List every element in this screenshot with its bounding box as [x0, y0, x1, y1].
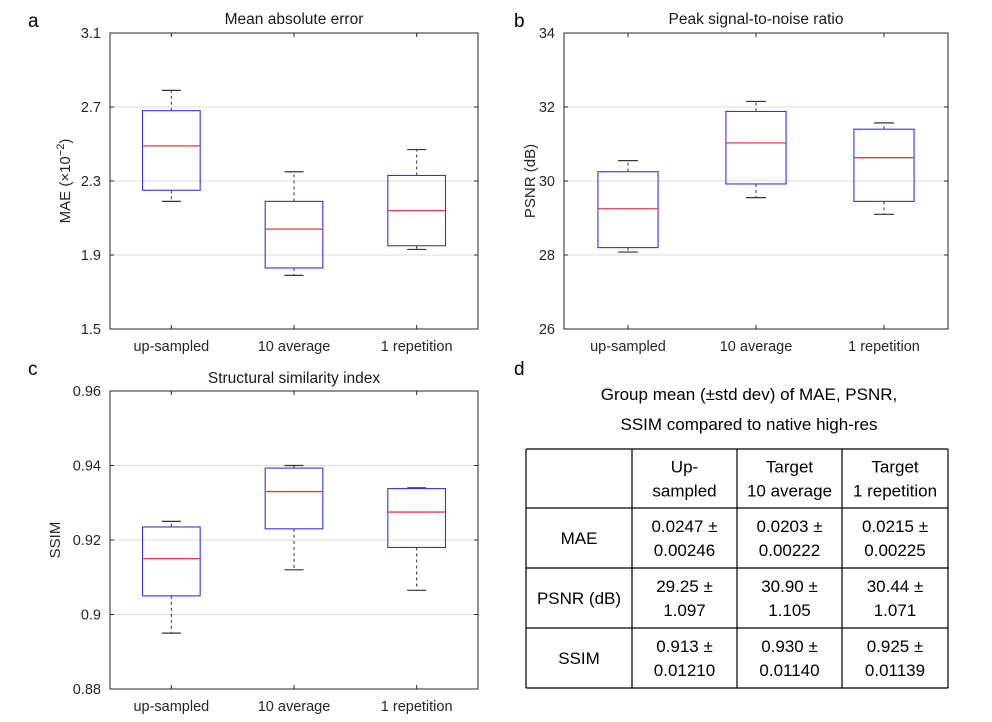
y-tick-label: 3.1	[81, 26, 101, 42]
table-cell: 0.00222	[759, 541, 820, 560]
table-cell: 1.071	[874, 601, 917, 620]
table-header-cell: sampled	[652, 482, 716, 501]
table-cell: 30.44 ±	[867, 577, 924, 596]
x-tick-label: 1 repetition	[848, 339, 920, 355]
table-cell: 30.90 ±	[761, 577, 818, 596]
y-tick-label: 32	[539, 100, 555, 116]
box-up-sampled	[597, 160, 659, 253]
y-tick-label: 2.3	[81, 174, 101, 190]
x-tick-label: 10 average	[258, 699, 331, 715]
table-cells: Up-sampled Target 10 average Target 1 repeti…	[537, 458, 937, 681]
box-10-average	[264, 171, 324, 276]
iqr-box	[141, 110, 201, 191]
iqr-box	[264, 467, 324, 530]
y-tick-label: 0.9	[81, 608, 101, 624]
table-header-cell: 1 repetition	[853, 482, 937, 501]
y-tick-label: 28	[539, 248, 555, 264]
table-caption-line-1: Group mean (±std dev) of MAE, PSNR,	[601, 385, 898, 404]
x-tick-label: 10 average	[720, 339, 793, 355]
y-axis-label: MAE (×10−2)	[55, 139, 74, 224]
y-tick-label: 0.96	[73, 384, 101, 400]
x-tick-label: 1 repetition	[381, 699, 453, 715]
table-row-label: SSIM	[558, 649, 600, 668]
y-tick-label: 26	[539, 322, 555, 338]
y-tick-label: 2.7	[81, 100, 101, 116]
x-tick-label: up-sampled	[133, 339, 209, 355]
x-tick-label: up-sampled	[590, 339, 666, 355]
box-1-repetition	[387, 487, 447, 591]
table-cell: 1.105	[768, 601, 811, 620]
iqr-box	[853, 128, 915, 202]
chart-title: Mean absolute error	[225, 11, 364, 28]
table-cell: 0.913 ±	[656, 637, 713, 656]
x-tick-label: 10 average	[258, 339, 331, 355]
panel-letter-b: b	[514, 11, 525, 32]
table-cell: 0.0215 ±	[862, 517, 928, 536]
y-tick-label: 0.92	[73, 533, 101, 549]
table-row-label: PSNR (dB)	[537, 589, 621, 608]
iqr-box	[387, 488, 447, 549]
box-up-sampled	[141, 520, 201, 634]
table-cell: 0.00225	[864, 541, 925, 560]
table-header-cell: 10 average	[747, 482, 832, 501]
iqr-box	[141, 526, 201, 597]
table-header-cell: Target	[766, 458, 814, 477]
table-cell: 0.01210	[654, 661, 715, 680]
ssim-boxplot: 0.88 0.9 0.92 0.94 0.96 up-sampled 10 average 1…	[47, 370, 479, 715]
x-tick-label: 1 repetition	[381, 339, 453, 355]
y-tick-label: 0.88	[73, 682, 101, 698]
table-cell: 0.0247 ±	[651, 517, 717, 536]
y-tick-label: 34	[539, 26, 555, 42]
y-axis-label: PSNR (dB)	[522, 144, 539, 218]
panel-letter-c: c	[28, 359, 38, 380]
box-up-sampled	[141, 89, 201, 202]
x-tick-label: up-sampled	[133, 699, 209, 715]
iqr-box	[597, 171, 659, 249]
y-tick-label: 30	[539, 174, 555, 190]
table-header-cell: Target	[871, 458, 919, 477]
psnr-boxplot: 26 28 30 32 34 up-sampled 10 average 1 repetiti…	[522, 11, 949, 355]
table-cell: 0.925 ±	[867, 637, 924, 656]
chart-title: Structural similarity index	[208, 370, 381, 387]
summary-table: Group mean (±std dev) of MAE, PSNR, SSIM…	[525, 385, 949, 689]
box-10-average	[264, 464, 324, 571]
table-caption-line-2: SSIM compared to native high-res	[620, 415, 877, 434]
box-1-repetition	[853, 122, 915, 215]
y-tick-label: 1.9	[81, 248, 101, 264]
table-cell: 0.0203 ±	[756, 517, 822, 536]
chart-title: Peak signal-to-noise ratio	[669, 11, 844, 28]
table-cell: 0.00246	[654, 541, 715, 560]
panel-letter-a: a	[28, 11, 39, 32]
iqr-box	[725, 110, 787, 185]
box-10-average	[725, 100, 787, 199]
table-cell: 1.097	[663, 601, 706, 620]
table-header-cell: Up-	[671, 458, 698, 477]
y-tick-label: 0.94	[73, 459, 101, 475]
y-tick-label: 1.5	[81, 322, 101, 338]
table-row-label: MAE	[561, 529, 598, 548]
table-cell: 0.930 ±	[761, 637, 818, 656]
table-cell: 29.25 ±	[656, 577, 713, 596]
iqr-box	[264, 200, 324, 269]
mae-boxplot: 1.5 1.9 2.3 2.7 3.1 up-sampled 10 average 1 rep…	[55, 11, 479, 355]
table-grid	[525, 448, 949, 689]
table-cell: 0.01139	[865, 661, 925, 680]
y-axis-label: SSIM	[47, 522, 64, 559]
panel-letter-d: d	[514, 359, 525, 380]
box-1-repetition	[387, 148, 447, 251]
table-cell: 0.01140	[759, 661, 819, 680]
